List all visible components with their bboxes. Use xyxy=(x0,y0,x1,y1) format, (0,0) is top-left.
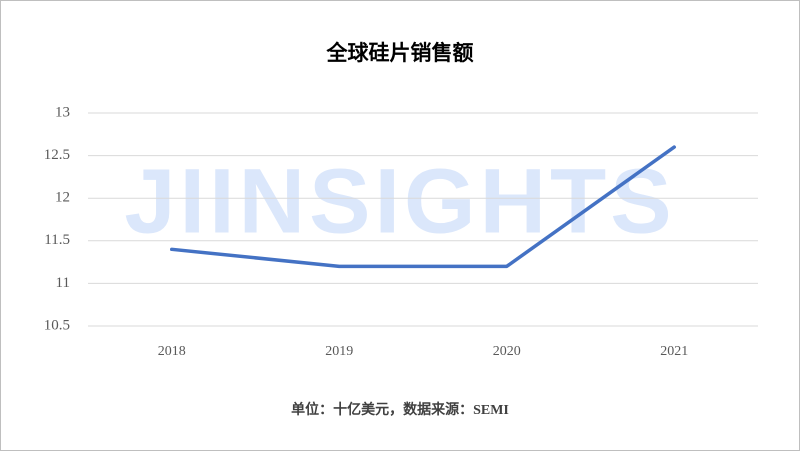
y-tick-label: 12.5 xyxy=(44,147,70,163)
y-tick-label: 12 xyxy=(55,190,70,206)
y-tick-label: 13 xyxy=(55,104,70,120)
y-tick-label: 11 xyxy=(56,275,70,291)
x-tick-label: 2021 xyxy=(660,344,688,359)
y-tick-label: 10.5 xyxy=(44,317,70,333)
x-tick-label: 2018 xyxy=(158,344,186,359)
chart-title: 全球硅片销售额 xyxy=(326,41,474,65)
x-tick-label: 2019 xyxy=(325,344,353,359)
source-note: 单位：十亿美元，数据来源：SEMI xyxy=(291,401,509,418)
x-tick-label: 2020 xyxy=(493,344,521,359)
watermark: JIINSIGHTS xyxy=(124,150,675,252)
y-tick-label: 11.5 xyxy=(44,232,70,248)
line-series xyxy=(170,145,676,269)
